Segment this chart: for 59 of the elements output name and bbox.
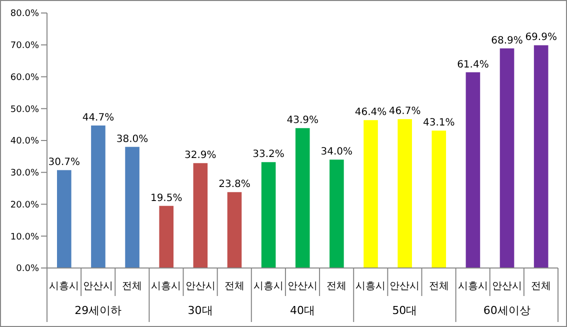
text: 60세이상 [483,304,530,317]
bar [398,119,412,268]
x-tick-label: 안산시 [492,281,522,292]
data-label: 23.8% [218,179,250,190]
y-tick-label: 30.0% [10,168,40,179]
bar [91,126,106,268]
data-label: 46.4% [354,107,387,118]
bar [159,206,174,268]
y-tick-label: 40.0% [10,136,40,147]
data-label: 34.0% [320,146,353,158]
x-tick-label: 안산시 [390,281,420,292]
text: 50대 [392,304,418,317]
data-label: 30.7% [48,157,80,168]
x-tick-label: 안산시 [288,281,318,292]
bar [432,130,446,268]
y-tick-label: 80.0% [10,9,40,20]
x-tick-label: 안산시 [185,281,216,292]
x-tick-label: 시흥시 [49,281,80,292]
bar [193,163,208,268]
bar [364,120,378,268]
bar [534,45,548,268]
data-label: 44.7% [82,112,114,124]
bar [295,128,310,268]
x-tick-label: 시흥시 [458,281,488,292]
x-tick-label: 전체 [530,281,551,292]
data-label: 33.2% [252,149,284,160]
data-label: 61.4% [457,59,489,70]
data-label: 68.9% [491,35,523,46]
x-tick-label: 시흥시 [356,281,386,292]
data-label: 43.1% [422,118,455,129]
bar [57,170,72,268]
y-tick-label: 50.0% [10,104,40,115]
bar [125,146,140,268]
x-tick-label: 전체 [326,281,347,292]
text: 29세이하 [74,304,122,317]
data-label: 43.9% [286,115,319,126]
bar [500,48,514,268]
bar [466,72,480,268]
bar [227,192,242,268]
data-label: 69.9% [525,32,557,44]
data-label: 19.5% [150,192,182,204]
text: 30대 [188,304,213,317]
x-tick-label: 시흥시 [151,281,182,292]
y-tick-label: 0.0% [16,264,40,274]
x-tick-label: 안산시 [83,281,114,292]
data-label: 32.9% [184,150,216,162]
x-tick-label: 전체 [428,281,449,292]
x-tick-label: 전체 [224,281,244,292]
y-tick-label: 20.0% [10,200,40,210]
bar [330,160,344,268]
data-label: 46.7% [388,106,421,118]
y-tick-label: 10.0% [10,232,40,242]
y-tick-label: 60.0% [10,72,40,83]
bar [261,162,276,268]
x-tick-label: 전체 [122,281,142,292]
data-label: 38.0% [116,134,148,145]
y-tick-label: 70.0% [10,41,40,52]
x-tick-label: 시흥시 [253,281,284,292]
text: 40대 [290,304,315,317]
